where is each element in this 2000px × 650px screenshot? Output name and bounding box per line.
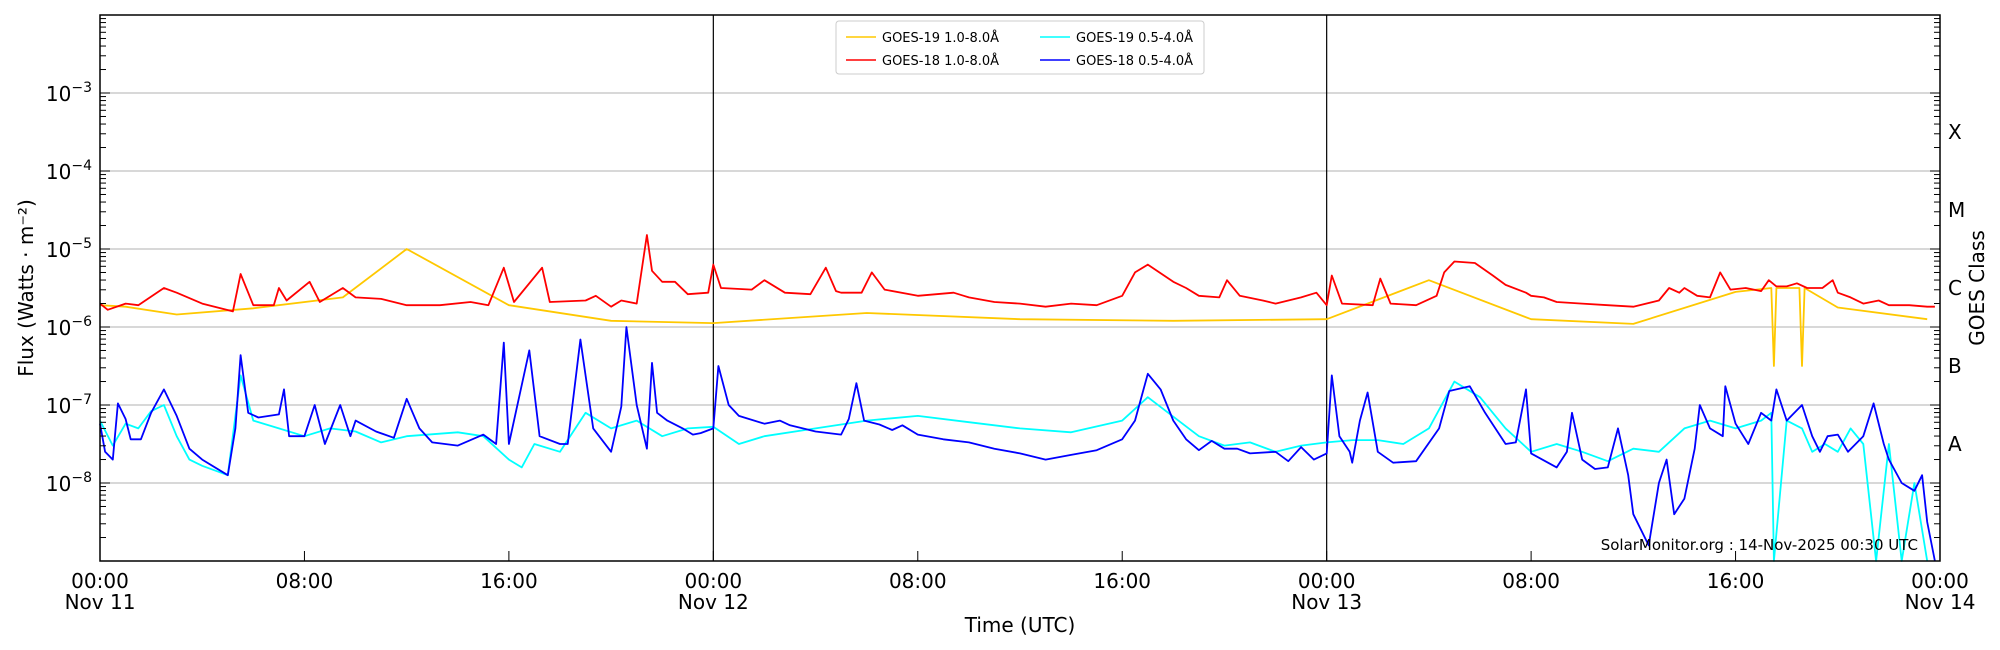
legend-box bbox=[835, 20, 1205, 75]
horizontal-gridlines bbox=[100, 92, 1940, 484]
y-axis-label: Flux (Watts · m⁻²) bbox=[14, 199, 38, 377]
x-tick-label: 00:00 bbox=[685, 569, 743, 593]
goes-class-labels: X M C B A bbox=[1948, 120, 1965, 456]
series-line bbox=[99, 374, 1929, 562]
x-tick-date-label: Nov 11 bbox=[65, 590, 136, 614]
legend-label-goes18-short: GOES-18 0.5-4.0Å bbox=[1076, 53, 1193, 69]
y-tick-label: 10−5 bbox=[46, 236, 92, 262]
data-series bbox=[99, 234, 1936, 562]
goes-class-label: B bbox=[1948, 354, 1962, 378]
series-line bbox=[99, 234, 1935, 313]
y-tick-label: 10−8 bbox=[46, 470, 92, 496]
legend-label-goes19-long: GOES-19 1.0-8.0Å bbox=[882, 30, 999, 46]
x-tick-date-label: Nov 13 bbox=[1291, 590, 1362, 614]
series-line bbox=[99, 248, 1928, 367]
plot-frame bbox=[99, 14, 1941, 562]
x-tick-date-label: Nov 14 bbox=[1905, 590, 1976, 614]
x-tick-label: 16:00 bbox=[1707, 569, 1765, 593]
x-tick-label: 08:00 bbox=[889, 569, 947, 593]
y-tick-label: 10−6 bbox=[46, 314, 92, 340]
legend: GOES-19 1.0-8.0Å GOES-18 1.0-8.0Å GOES-1… bbox=[835, 20, 1205, 75]
goes-class-label: X bbox=[1948, 120, 1962, 144]
solarmonitor-watermark: SolarMonitor.org : 14-Nov-2025 00:30 UTC bbox=[1601, 536, 1918, 554]
x-tick-date-label: Nov 12 bbox=[678, 590, 749, 614]
y-axis-ticks: 10−3 10−4 10−5 10−6 10−7 10−8 bbox=[46, 18, 1940, 562]
x-axis-label: Time (UTC) bbox=[964, 613, 1076, 637]
y-tick-label: 10−4 bbox=[46, 158, 92, 184]
legend-label-goes18-long: GOES-18 1.0-8.0Å bbox=[882, 53, 999, 69]
goes-class-label: M bbox=[1948, 198, 1965, 222]
goes-class-label: A bbox=[1948, 432, 1962, 456]
series-line bbox=[99, 326, 1936, 562]
goes-class-label: C bbox=[1948, 276, 1962, 300]
y-axis-right-label: GOES Class bbox=[1965, 230, 1989, 346]
y-tick-label: 10−7 bbox=[46, 392, 92, 418]
legend-label-goes19-short: GOES-19 0.5-4.0Å bbox=[1076, 30, 1193, 46]
x-tick-label: 08:00 bbox=[1502, 569, 1560, 593]
x-tick-label: 16:00 bbox=[1093, 569, 1151, 593]
y-tick-label: 10−3 bbox=[46, 80, 92, 106]
x-tick-label: 00:00 bbox=[71, 569, 129, 593]
day-divider-lines bbox=[712, 15, 1328, 561]
x-tick-label: 08:00 bbox=[276, 569, 334, 593]
x-tick-label: 00:00 bbox=[1911, 569, 1969, 593]
x-tick-label: 00:00 bbox=[1298, 569, 1356, 593]
x-tick-label: 16:00 bbox=[480, 569, 538, 593]
